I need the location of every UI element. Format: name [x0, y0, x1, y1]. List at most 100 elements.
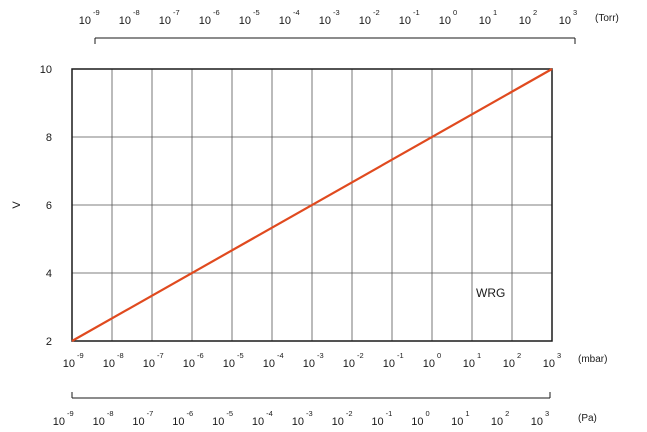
- mbar-tick-label-exponent: -9: [77, 351, 84, 360]
- pa-tick-label-base: 10: [53, 416, 65, 428]
- torr-tick-label: 10-4: [279, 8, 300, 27]
- mbar-tick-labels: 10-910-810-710-610-510-410-310-210-11001…: [63, 351, 561, 370]
- mbar-tick-label-exponent: -4: [277, 351, 284, 360]
- torr-tick-label: 10-8: [119, 8, 140, 27]
- pa-tick-label-base: 10: [491, 416, 503, 428]
- mbar-tick-label-base: 10: [383, 358, 395, 370]
- mbar-unit-label: (mbar): [578, 354, 607, 365]
- mbar-tick-label-base: 10: [223, 358, 235, 370]
- pa-tick-label: 10-5: [212, 409, 233, 428]
- torr-tick-label-exponent: 2: [533, 8, 537, 17]
- pa-tick-label-base: 10: [132, 416, 144, 428]
- torr-tick-label-base: 10: [119, 15, 131, 27]
- mbar-tick-label-exponent: -2: [357, 351, 364, 360]
- pa-tick-label-exponent: -8: [107, 409, 114, 418]
- mbar-tick-label-exponent: -1: [397, 351, 404, 360]
- mbar-tick-label: 10-5: [223, 351, 244, 370]
- mbar-tick-label-base: 10: [63, 358, 75, 370]
- torr-tick-label-base: 10: [159, 15, 171, 27]
- torr-tick-label-exponent: -2: [373, 8, 380, 17]
- torr-tick-label-exponent: -4: [293, 8, 300, 17]
- pa-tick-label: 10-1: [371, 409, 392, 428]
- pa-tick-label: 10-6: [172, 409, 193, 428]
- torr-tick-label-base: 10: [559, 15, 571, 27]
- torr-tick-label-exponent: 1: [493, 8, 497, 17]
- pa-tick-label-base: 10: [371, 416, 383, 428]
- torr-tick-label-exponent: -8: [133, 8, 140, 17]
- mbar-tick-label: 10-6: [183, 351, 204, 370]
- torr-tick-label: 100: [439, 8, 457, 27]
- torr-unit-label: (Torr): [595, 13, 619, 24]
- y-tick-label: 4: [46, 268, 52, 280]
- pa-tick-label-exponent: -6: [187, 409, 194, 418]
- pa-tick-label-base: 10: [93, 416, 105, 428]
- mbar-tick-label-base: 10: [503, 358, 515, 370]
- pa-tick-label: 10-7: [132, 409, 153, 428]
- pa-tick-label-exponent: 1: [465, 409, 469, 418]
- pa-tick-label: 100: [411, 409, 429, 428]
- pa-tick-label-exponent: 0: [426, 409, 430, 418]
- pa-tick-label-base: 10: [292, 416, 304, 428]
- torr-tick-label-base: 10: [319, 15, 331, 27]
- mbar-tick-label: 10-2: [343, 351, 364, 370]
- torr-tick-label-base: 10: [479, 15, 491, 27]
- wrg-annotation: WRG: [476, 286, 505, 300]
- torr-tick-label-base: 10: [519, 15, 531, 27]
- mbar-tick-label-exponent: -3: [317, 351, 324, 360]
- mbar-tick-label-exponent: 2: [517, 351, 521, 360]
- mbar-tick-label-base: 10: [143, 358, 155, 370]
- y-axis-label: V: [11, 201, 23, 209]
- torr-tick-label-base: 10: [359, 15, 371, 27]
- y-tick-label: 2: [46, 336, 52, 348]
- pa-tick-label: 10-2: [332, 409, 353, 428]
- pa-tick-label-base: 10: [252, 416, 264, 428]
- mbar-tick-label: 10-8: [103, 351, 124, 370]
- mbar-tick-label-exponent: 0: [437, 351, 441, 360]
- mbar-tick-label: 100: [423, 351, 441, 370]
- pa-tick-label-exponent: -1: [386, 409, 393, 418]
- torr-tick-label-exponent: -6: [213, 8, 220, 17]
- mbar-tick-label-exponent: 3: [557, 351, 561, 360]
- mbar-tick-label-base: 10: [183, 358, 195, 370]
- pa-tick-label: 10-4: [252, 409, 273, 428]
- mbar-tick-label-exponent: -7: [157, 351, 164, 360]
- y-tick-label: 10: [40, 64, 52, 76]
- mbar-tick-label-base: 10: [423, 358, 435, 370]
- torr-tick-label-base: 10: [79, 15, 91, 27]
- torr-tick-label: 10-2: [359, 8, 380, 27]
- torr-tick-label-base: 10: [439, 15, 451, 27]
- torr-tick-label: 10-3: [319, 8, 340, 27]
- torr-tick-label: 102: [519, 8, 537, 27]
- mbar-tick-label-exponent: -6: [197, 351, 204, 360]
- torr-tick-label: 10-7: [159, 8, 180, 27]
- mbar-tick-label-base: 10: [543, 358, 555, 370]
- pa-tick-label-exponent: -4: [266, 409, 273, 418]
- pa-tick-label-exponent: -2: [346, 409, 353, 418]
- pa-tick-label-base: 10: [451, 416, 463, 428]
- mbar-tick-label: 10-1: [383, 351, 404, 370]
- pa-tick-label-exponent: -3: [306, 409, 313, 418]
- pa-tick-label-exponent: 2: [505, 409, 509, 418]
- pa-unit-label: (Pa): [578, 413, 597, 424]
- torr-tick-label: 101: [479, 8, 497, 27]
- pa-tick-label-base: 10: [531, 416, 543, 428]
- pa-tick-label: 10-3: [292, 409, 313, 428]
- wrg-series-line: [71, 68, 553, 342]
- mbar-tick-label-exponent: -8: [117, 351, 124, 360]
- mbar-tick-label-exponent: 1: [477, 351, 481, 360]
- torr-tick-label: 10-1: [399, 8, 420, 27]
- torr-tick-label-base: 10: [239, 15, 251, 27]
- y-tick-label: 6: [46, 200, 52, 212]
- pa-tick-label: 101: [451, 409, 469, 428]
- torr-tick-label-exponent: 0: [453, 8, 457, 17]
- torr-tick-label-base: 10: [279, 15, 291, 27]
- mbar-tick-label: 101: [463, 351, 481, 370]
- pa-tick-label: 102: [491, 409, 509, 428]
- y-tick-label: 8: [46, 132, 52, 144]
- pa-tick-label: 10-9: [53, 409, 74, 428]
- torr-tick-label-exponent: -9: [93, 8, 100, 17]
- pa-tick-label-exponent: -7: [147, 409, 154, 418]
- torr-tick-label-base: 10: [399, 15, 411, 27]
- pa-tick-label-exponent: -5: [226, 409, 233, 418]
